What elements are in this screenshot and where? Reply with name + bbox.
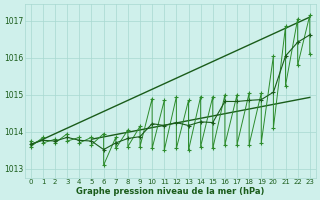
X-axis label: Graphe pression niveau de la mer (hPa): Graphe pression niveau de la mer (hPa) xyxy=(76,187,265,196)
